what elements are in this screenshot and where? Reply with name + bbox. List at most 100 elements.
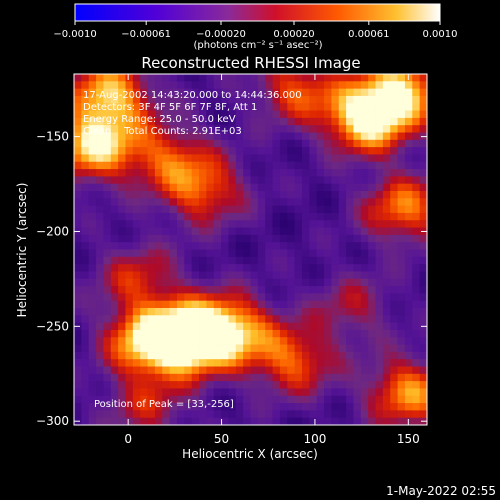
heatmap-cell <box>81 300 90 309</box>
heatmap-cell <box>390 95 398 104</box>
heatmap-cell <box>132 234 141 243</box>
heatmap-cell <box>140 315 148 324</box>
heatmap-cell <box>287 359 296 367</box>
heatmap-cell <box>81 132 90 141</box>
heatmap-cell <box>235 344 244 353</box>
heatmap-cell <box>132 139 141 148</box>
heatmap-cell <box>184 103 193 111</box>
heatmap-cell <box>250 103 259 111</box>
heatmap-cell <box>140 271 148 280</box>
heatmap-cell <box>235 315 244 324</box>
heatmap-cell <box>147 205 156 214</box>
heatmap-cell <box>110 81 119 90</box>
heatmap-cell <box>272 417 281 426</box>
heatmap-cell <box>96 103 104 111</box>
heatmap-cell <box>309 359 318 367</box>
heatmap-cell <box>412 227 421 236</box>
peak-position-label: Position of Peak = [33,-256] <box>94 399 234 410</box>
heatmap-cell <box>390 183 398 192</box>
heatmap-cell <box>88 351 97 360</box>
heatmap-cell <box>368 337 376 345</box>
heatmap-cell <box>287 271 296 280</box>
heatmap-cell <box>110 417 119 426</box>
heatmap-cell <box>287 88 296 97</box>
heatmap-cell <box>412 169 421 177</box>
heatmap-cell <box>316 315 325 324</box>
heatmap-cell <box>213 329 222 338</box>
heatmap-cell <box>191 278 200 287</box>
heatmap-cell <box>331 110 340 119</box>
heatmap-cell <box>316 403 325 411</box>
heatmap-cell <box>382 154 391 163</box>
heatmap-cell <box>412 344 421 353</box>
heatmap-cell <box>132 110 141 119</box>
heatmap-cell <box>419 351 428 360</box>
heatmap-cell <box>184 293 193 302</box>
heatmap-cell <box>110 395 119 404</box>
heatmap-cell <box>301 95 310 104</box>
heatmap-cell <box>169 242 178 250</box>
heatmap-cell <box>110 125 119 133</box>
heatmap-cell <box>199 264 207 272</box>
heatmap-cell <box>176 95 185 104</box>
heatmap-cell <box>154 410 163 419</box>
heatmap-cell <box>360 286 369 294</box>
heatmap-cell <box>346 308 354 316</box>
heatmap-cell <box>154 271 163 280</box>
heatmap-cell <box>390 329 398 338</box>
heatmap-cell <box>213 88 222 97</box>
heatmap-cell <box>316 417 325 426</box>
heatmap-cell <box>176 220 185 228</box>
heatmap-cell <box>331 381 340 389</box>
heatmap-cell <box>243 264 251 272</box>
heatmap-cell <box>169 271 178 280</box>
heatmap-cell <box>331 212 340 221</box>
heatmap-cell <box>110 410 119 419</box>
heatmap-cell <box>206 344 215 353</box>
heatmap-cell <box>338 154 347 163</box>
heatmap-cell <box>309 337 318 345</box>
heatmap-cell <box>213 154 222 163</box>
heatmap-cell <box>162 234 170 243</box>
heatmap-cell <box>184 278 193 287</box>
heatmap-cell <box>140 388 148 397</box>
heatmap-cell <box>265 286 273 294</box>
heatmap-cell <box>132 403 141 411</box>
colorbar <box>74 3 441 22</box>
heatmap-cell <box>103 351 112 360</box>
heatmap-cell <box>382 191 391 199</box>
heatmap-cell <box>132 227 141 236</box>
heatmap-cell <box>390 395 398 404</box>
heatmap-cell <box>96 176 104 185</box>
heatmap-cell <box>390 359 398 367</box>
heatmap-cell <box>382 132 391 141</box>
heatmap-cell <box>199 286 207 294</box>
annotation-time-range: 17-Aug-2002 14:43:20.000 to 14:44:36.000 <box>83 90 302 101</box>
heatmap-cell <box>419 300 428 309</box>
heatmap-cell <box>346 147 354 155</box>
heatmap-cell <box>287 81 296 90</box>
heatmap-cell <box>96 373 104 382</box>
heatmap-cell <box>81 395 90 404</box>
heatmap-cell <box>125 322 134 331</box>
heatmap-cell <box>140 249 148 258</box>
heatmap-cell <box>118 308 126 316</box>
heatmap-cell <box>88 388 97 397</box>
heatmap-cell <box>309 191 318 199</box>
heatmap-cell <box>272 147 281 155</box>
heatmap-cell <box>316 395 325 404</box>
heatmap-cell <box>272 403 281 411</box>
heatmap-cell <box>74 388 82 397</box>
heatmap-cell <box>206 234 215 243</box>
heatmap-cell <box>346 169 354 177</box>
heatmap-cell <box>154 169 163 177</box>
heatmap-cell <box>294 308 303 316</box>
heatmap-cell <box>228 264 237 272</box>
heatmap-cell <box>228 366 237 375</box>
heatmap-cell <box>287 256 296 265</box>
heatmap-cell <box>176 227 185 236</box>
heatmap-cell <box>162 271 170 280</box>
heatmap-cell <box>397 198 406 207</box>
heatmap-cell <box>257 293 266 302</box>
heatmap-cell <box>125 359 134 367</box>
